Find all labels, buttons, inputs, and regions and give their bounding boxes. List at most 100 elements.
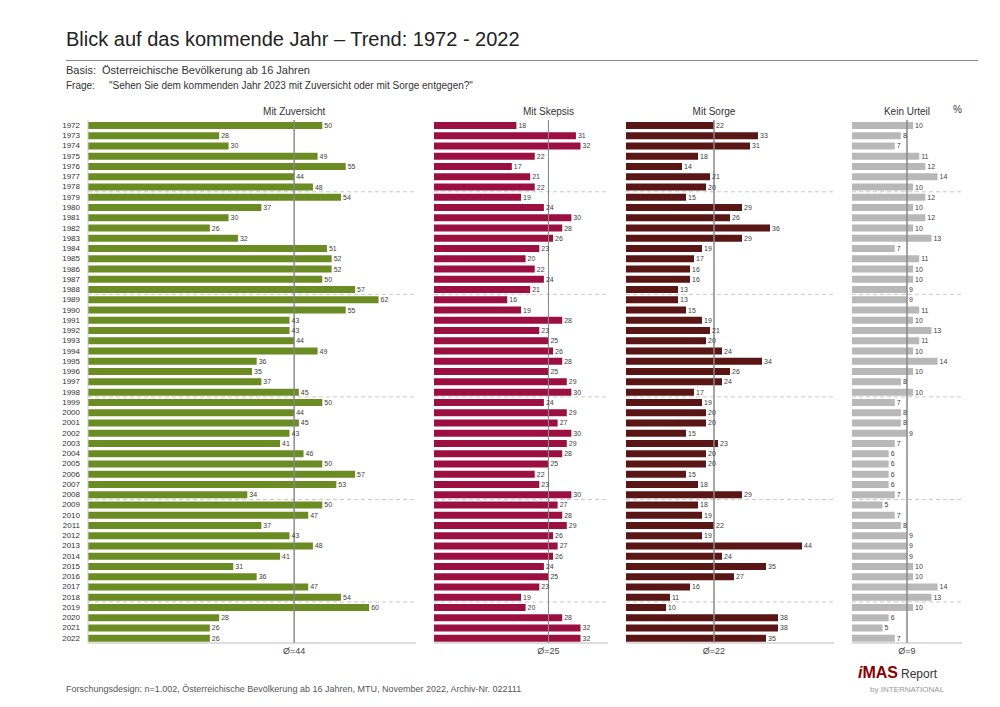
svg-text:2021: 2021 <box>62 623 80 632</box>
svg-text:21: 21 <box>712 327 720 334</box>
svg-text:12: 12 <box>927 214 935 221</box>
svg-text:20: 20 <box>708 450 716 457</box>
svg-text:41: 41 <box>282 440 290 447</box>
svg-text:7: 7 <box>897 142 901 149</box>
svg-text:10: 10 <box>668 604 676 611</box>
svg-text:23: 23 <box>541 327 549 334</box>
svg-text:7: 7 <box>897 399 901 406</box>
svg-text:47: 47 <box>310 512 318 519</box>
svg-text:50: 50 <box>324 399 332 406</box>
svg-text:6: 6 <box>891 450 895 457</box>
svg-text:12: 12 <box>927 163 935 170</box>
svg-text:1993: 1993 <box>62 336 80 345</box>
svg-text:28: 28 <box>564 358 572 365</box>
svg-text:13: 13 <box>933 235 941 242</box>
svg-text:30: 30 <box>573 389 581 396</box>
svg-text:20: 20 <box>528 604 536 611</box>
svg-text:15: 15 <box>688 307 696 314</box>
svg-text:2006: 2006 <box>62 470 80 479</box>
svg-text:26: 26 <box>212 635 220 642</box>
svg-text:29: 29 <box>569 378 577 385</box>
svg-text:18: 18 <box>700 501 708 508</box>
svg-text:21: 21 <box>712 173 720 180</box>
svg-text:1989: 1989 <box>62 295 80 304</box>
svg-text:26: 26 <box>555 348 563 355</box>
svg-text:32: 32 <box>583 142 591 149</box>
svg-text:14: 14 <box>684 163 692 170</box>
svg-text:30: 30 <box>231 142 239 149</box>
svg-text:1975: 1975 <box>62 152 80 161</box>
svg-text:50: 50 <box>324 276 332 283</box>
svg-text:50: 50 <box>324 122 332 129</box>
svg-text:34: 34 <box>249 491 257 498</box>
svg-text:19: 19 <box>523 194 531 201</box>
svg-text:2015: 2015 <box>62 562 80 571</box>
svg-text:10: 10 <box>915 225 923 232</box>
svg-text:35: 35 <box>768 563 776 570</box>
svg-text:51: 51 <box>329 245 337 252</box>
svg-text:20: 20 <box>528 255 536 262</box>
svg-text:48: 48 <box>315 542 323 549</box>
svg-text:8: 8 <box>903 132 907 139</box>
svg-text:7: 7 <box>897 635 901 642</box>
svg-text:10: 10 <box>915 204 923 211</box>
svg-text:1997: 1997 <box>62 377 80 386</box>
svg-text:22: 22 <box>537 184 545 191</box>
svg-text:Ø=22: Ø=22 <box>703 646 725 656</box>
svg-text:11: 11 <box>921 307 928 314</box>
svg-text:44: 44 <box>804 542 812 549</box>
svg-text:21: 21 <box>532 286 540 293</box>
svg-text:1981: 1981 <box>62 213 80 222</box>
svg-text:50: 50 <box>324 460 332 467</box>
svg-text:6: 6 <box>891 460 895 467</box>
svg-text:46: 46 <box>306 450 314 457</box>
svg-text:2001: 2001 <box>62 418 80 427</box>
svg-text:2011: 2011 <box>63 521 81 530</box>
svg-text:5: 5 <box>885 624 889 631</box>
svg-text:1988: 1988 <box>62 285 80 294</box>
svg-text:29: 29 <box>569 522 577 529</box>
svg-text:2009: 2009 <box>62 500 80 509</box>
svg-text:1987: 1987 <box>62 275 80 284</box>
svg-text:9: 9 <box>909 532 913 539</box>
svg-text:45: 45 <box>301 389 309 396</box>
svg-text:13: 13 <box>680 296 688 303</box>
svg-text:50: 50 <box>324 501 332 508</box>
svg-text:22: 22 <box>537 153 545 160</box>
svg-text:27: 27 <box>560 501 568 508</box>
svg-text:10: 10 <box>915 276 923 283</box>
svg-text:62: 62 <box>381 296 389 303</box>
svg-text:36: 36 <box>259 573 267 580</box>
svg-text:26: 26 <box>555 553 563 560</box>
svg-text:43: 43 <box>291 317 299 324</box>
svg-text:38: 38 <box>780 614 788 621</box>
svg-text:26: 26 <box>555 235 563 242</box>
svg-text:6: 6 <box>891 481 895 488</box>
svg-text:24: 24 <box>724 553 732 560</box>
svg-text:12: 12 <box>927 194 935 201</box>
svg-text:1998: 1998 <box>62 388 80 397</box>
svg-text:28: 28 <box>564 317 572 324</box>
svg-text:8: 8 <box>903 522 907 529</box>
svg-text:10: 10 <box>915 368 923 375</box>
svg-text:49: 49 <box>320 348 328 355</box>
svg-text:1983: 1983 <box>62 234 80 243</box>
svg-text:23: 23 <box>541 245 549 252</box>
svg-text:2020: 2020 <box>62 613 80 622</box>
svg-text:16: 16 <box>692 266 700 273</box>
svg-text:19: 19 <box>704 532 712 539</box>
svg-text:43: 43 <box>291 430 299 437</box>
svg-text:20: 20 <box>708 184 716 191</box>
svg-text:1976: 1976 <box>62 162 80 171</box>
svg-text:1978: 1978 <box>62 182 80 191</box>
svg-text:Mit Skepsis: Mit Skepsis <box>523 106 574 117</box>
svg-text:22: 22 <box>537 266 545 273</box>
svg-text:2002: 2002 <box>62 429 80 438</box>
svg-text:23: 23 <box>541 583 549 590</box>
svg-text:52: 52 <box>334 255 342 262</box>
svg-text:20: 20 <box>708 419 716 426</box>
svg-text:37: 37 <box>263 522 271 529</box>
svg-text:Ø=44: Ø=44 <box>283 646 305 656</box>
svg-text:7: 7 <box>897 245 901 252</box>
svg-text:54: 54 <box>343 594 351 601</box>
